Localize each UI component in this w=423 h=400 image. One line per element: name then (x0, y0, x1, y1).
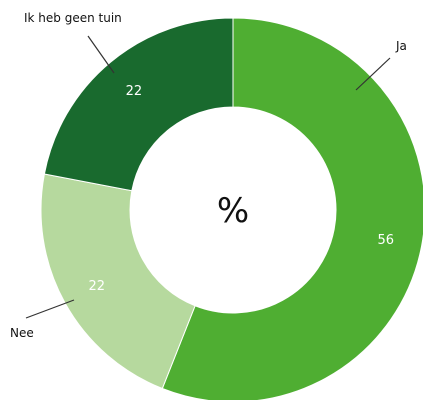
slice-value-label: 22 (88, 279, 105, 294)
leader-lines (25, 35, 391, 319)
donut-slices (40, 17, 423, 400)
slice-category-label: Ja (395, 39, 407, 53)
slice-value-label: 56 (377, 233, 394, 248)
slice-nee (40, 173, 196, 390)
center-label: % (217, 191, 249, 231)
slice-category-label: Ik heb geen tuin (24, 11, 122, 25)
slice-ik-heb-geen-tuin (43, 17, 234, 192)
slice-labels: 56 Ja 22 Nee 22 Ik heb geen tuin (10, 11, 407, 340)
slice-category-label: Nee (10, 326, 34, 340)
slice-ja (161, 17, 423, 400)
slice-value-label: 22 (126, 84, 143, 99)
leader-line (87, 35, 115, 74)
leader-line (25, 299, 75, 319)
leader-line (355, 57, 391, 91)
